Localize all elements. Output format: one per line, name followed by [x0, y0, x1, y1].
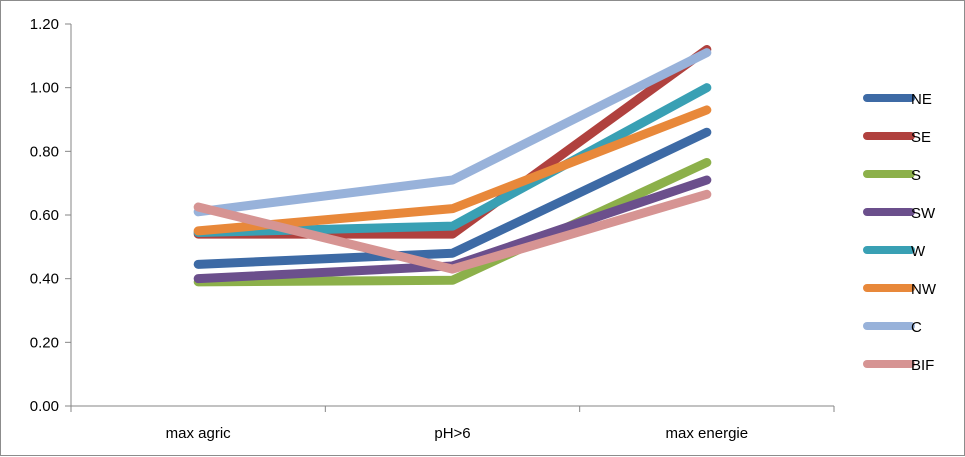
y-tick-label: 0.20 — [30, 334, 59, 351]
y-tick-label: 0.40 — [30, 271, 59, 288]
legend-label-nw: NW — [911, 281, 937, 298]
y-tick-label: 1.20 — [30, 16, 59, 33]
x-tick-label: max energie — [666, 425, 749, 442]
legend-label-ne: NE — [911, 91, 932, 108]
legend-label-c: C — [911, 319, 922, 336]
legend-label-se: SE — [911, 129, 931, 146]
legend: NE SE S SW W NW C BIF — [863, 91, 937, 374]
y-tick-label: 1.00 — [30, 80, 59, 97]
series-line-s — [193, 157, 712, 287]
y-tick-label: 0.60 — [30, 207, 59, 224]
legend-label-w: W — [911, 243, 926, 260]
y-tick-label: 0.80 — [30, 143, 59, 160]
y-tick-label: 0.00 — [30, 398, 59, 415]
series-line-c — [193, 48, 712, 217]
legend-label-s: S — [911, 167, 921, 184]
series-lines — [193, 44, 712, 287]
x-tick-label: pH>6 — [434, 425, 470, 442]
legend-label-bif: BIF — [911, 357, 934, 374]
axes: 0.00 0.20 0.40 0.60 0.80 1.00 1.20 max agric pH>… — [30, 16, 835, 442]
legend-label-sw: SW — [911, 205, 936, 222]
x-tick-label: max agric — [166, 425, 232, 442]
series-line-ne — [193, 127, 712, 269]
series-line-bif — [193, 189, 712, 274]
